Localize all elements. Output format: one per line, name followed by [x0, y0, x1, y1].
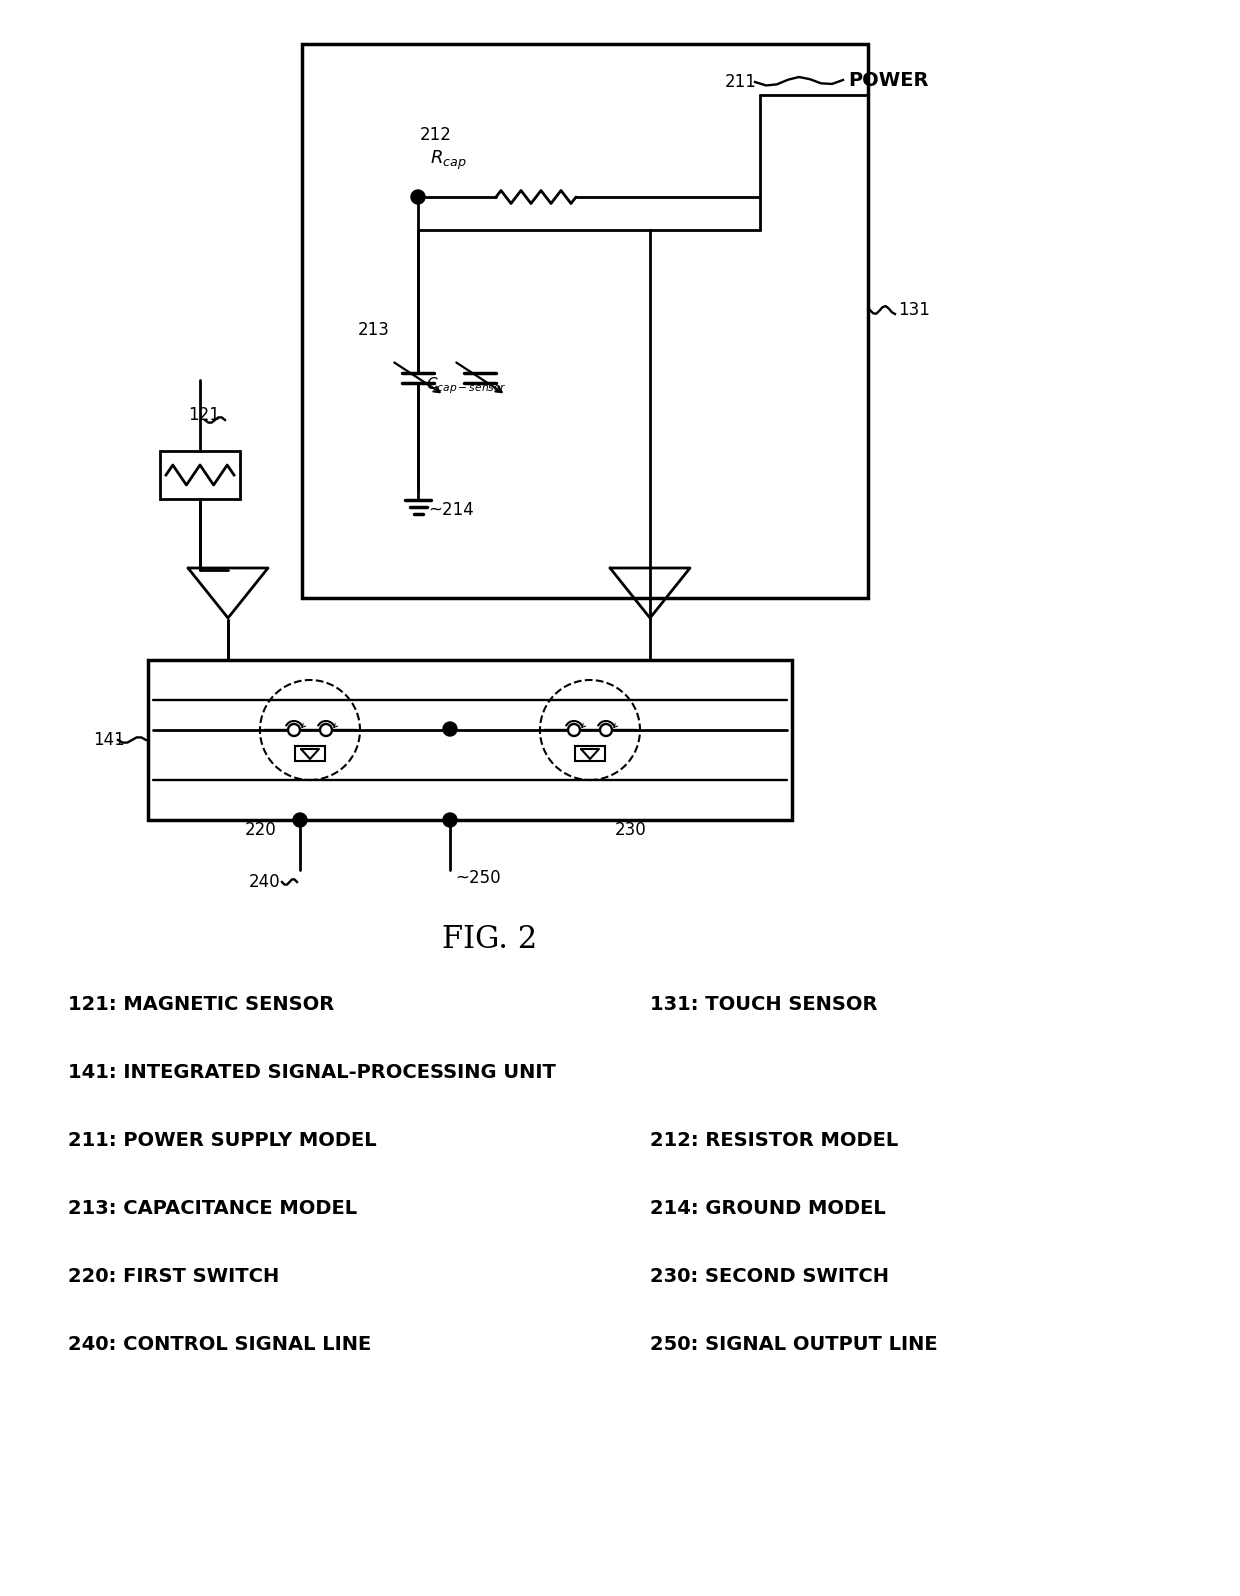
Text: 141: INTEGRATED SIGNAL-PROCESSING UNIT: 141: INTEGRATED SIGNAL-PROCESSING UNIT: [68, 1063, 556, 1082]
Circle shape: [293, 812, 308, 827]
Text: 211: 211: [725, 73, 756, 91]
Bar: [160, 452, 241, 500]
Bar: [148, 661, 792, 820]
Text: 131: TOUCH SENSOR: 131: TOUCH SENSOR: [650, 996, 878, 1015]
Bar: [575, 745, 605, 761]
Text: 230: SECOND SWITCH: 230: SECOND SWITCH: [650, 1267, 889, 1286]
Text: 121: MAGNETIC SENSOR: 121: MAGNETIC SENSOR: [68, 996, 335, 1015]
Text: POWER: POWER: [848, 70, 929, 89]
Circle shape: [568, 725, 580, 736]
Text: 121: 121: [188, 405, 219, 425]
Circle shape: [410, 190, 425, 204]
Circle shape: [443, 721, 458, 736]
Text: 250: SIGNAL OUTPUT LINE: 250: SIGNAL OUTPUT LINE: [650, 1336, 937, 1355]
Text: $C_{cap-sensor}$: $C_{cap-sensor}$: [427, 375, 507, 396]
Text: $R_{cap}$: $R_{cap}$: [430, 148, 466, 172]
Circle shape: [288, 725, 300, 736]
Text: 240: 240: [248, 873, 280, 891]
Circle shape: [443, 812, 458, 827]
Bar: [303, 45, 868, 598]
Text: 220: FIRST SWITCH: 220: FIRST SWITCH: [68, 1267, 279, 1286]
Circle shape: [320, 725, 332, 736]
Text: ~250: ~250: [455, 868, 501, 887]
Text: 131: 131: [898, 302, 930, 319]
Text: 220: 220: [246, 820, 277, 839]
Text: 212: RESISTOR MODEL: 212: RESISTOR MODEL: [650, 1132, 898, 1151]
Text: 141: 141: [93, 731, 125, 749]
Bar: [295, 745, 325, 761]
Text: ~214: ~214: [428, 501, 474, 519]
Text: 213: 213: [358, 321, 389, 338]
Text: 212: 212: [420, 126, 451, 144]
Text: 240: CONTROL SIGNAL LINE: 240: CONTROL SIGNAL LINE: [68, 1336, 371, 1355]
Text: 213: CAPACITANCE MODEL: 213: CAPACITANCE MODEL: [68, 1200, 357, 1218]
Circle shape: [600, 725, 613, 736]
Text: 214: GROUND MODEL: 214: GROUND MODEL: [650, 1200, 885, 1218]
Text: 211: POWER SUPPLY MODEL: 211: POWER SUPPLY MODEL: [68, 1132, 377, 1151]
Text: FIG. 2: FIG. 2: [443, 924, 538, 956]
Text: 230: 230: [615, 820, 647, 839]
